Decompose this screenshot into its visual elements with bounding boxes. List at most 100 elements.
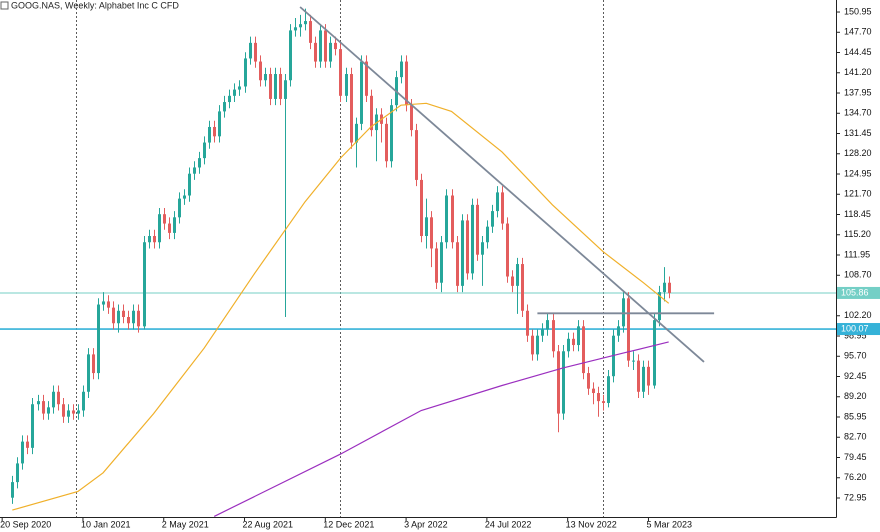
candle-body [597, 393, 600, 402]
candle-body [415, 130, 418, 180]
candle-body [440, 242, 443, 283]
candle-body [642, 366, 645, 392]
candle-body [153, 236, 156, 243]
y-tick-label: 134.70 [844, 108, 872, 118]
candle-body [309, 21, 312, 43]
candle-body [531, 335, 534, 355]
x-tick-label: 13 Nov 2022 [566, 519, 617, 529]
candle-body [557, 351, 560, 414]
candle-body [107, 301, 110, 308]
candle-body [122, 310, 125, 318]
candle-body [183, 195, 186, 199]
candle-body [97, 304, 100, 374]
candle-body [592, 388, 595, 394]
candle-body [400, 61, 403, 78]
candle-body [249, 42, 252, 59]
candle-body [420, 179, 423, 237]
y-tick-label: 128.20 [844, 148, 872, 158]
candle-body [637, 360, 640, 392]
candle-body [445, 195, 448, 243]
y-tick-label: 131.45 [844, 128, 872, 138]
candle-body [486, 226, 489, 243]
candle-body [178, 198, 181, 218]
candle-body [244, 58, 247, 87]
candle-body [582, 326, 585, 374]
candle-body [435, 248, 438, 283]
candle-body [390, 105, 393, 162]
candle-body [284, 80, 287, 99]
header: GOOG.NAS, Weekly: Alphabet Inc C CFD [0, 0, 179, 10]
candle-body [501, 192, 504, 224]
candle-body [26, 441, 29, 448]
candle-body [324, 30, 327, 62]
candle-body [102, 301, 105, 305]
candle-body [587, 373, 590, 389]
candle-body [238, 86, 241, 90]
price-label-box [837, 323, 880, 336]
candle-body [572, 338, 575, 346]
candle-body [425, 217, 428, 237]
y-tick-label: 102.20 [844, 310, 872, 320]
y-tick-label: 141.20 [844, 67, 872, 77]
candle-body [546, 320, 549, 330]
candle-body [11, 482, 14, 498]
candle-body [385, 123, 388, 162]
candle-body [37, 401, 40, 405]
candle-body [208, 126, 211, 143]
candle-body [299, 24, 302, 28]
y-tick-label: 118.45 [844, 209, 871, 219]
candle-body [668, 282, 671, 293]
candle-body [173, 217, 176, 233]
candle-body [334, 42, 337, 50]
candle-body [405, 61, 408, 106]
candle-body [163, 214, 166, 224]
moving-average [12, 102, 670, 511]
candle-body [148, 236, 151, 243]
candle-body [52, 391, 55, 408]
candle-body [617, 326, 620, 336]
x-tick-label: 20 Sep 2020 [0, 519, 51, 529]
candle-body [279, 74, 282, 99]
candle-body [294, 27, 297, 31]
candle-body [77, 410, 80, 414]
x-tick-label: 12 Dec 2021 [323, 519, 374, 529]
candle-body [541, 329, 544, 336]
candle-body [143, 242, 146, 327]
candle-body [137, 310, 140, 327]
price-label-box [837, 286, 880, 299]
candle-body [259, 61, 262, 81]
y-tick-label: 89.20 [844, 391, 867, 401]
candle-body [552, 320, 555, 352]
candle-body [663, 282, 666, 293]
y-tick-label: 98.95 [844, 330, 867, 340]
candle-body [82, 391, 85, 411]
candle-body [339, 49, 342, 96]
candle-body [188, 173, 191, 196]
candle-body [117, 310, 120, 324]
candle-body [228, 95, 231, 103]
candle-body [314, 42, 317, 62]
trendline [299, 6, 705, 363]
candle-body [47, 407, 50, 414]
candle-body [602, 401, 605, 403]
x-tick-label: 24 Jul 2022 [485, 519, 532, 529]
candle-body [647, 366, 650, 386]
y-tick-label: 111.95 [844, 249, 870, 259]
candle-body [92, 354, 95, 374]
candle-body [476, 204, 479, 255]
candle-body [355, 123, 358, 143]
candle-body [16, 463, 19, 483]
candle-body [466, 220, 469, 274]
y-tick-label: 124.95 [844, 168, 872, 178]
x-tick-label: 5 Mar 2023 [646, 519, 692, 529]
candle-body [577, 326, 580, 346]
candle-body [461, 220, 464, 286]
candle-body [516, 264, 519, 286]
candle-body [329, 42, 332, 62]
candle-body [213, 126, 216, 137]
header-icon [0, 1, 9, 10]
candle-body [370, 95, 373, 131]
